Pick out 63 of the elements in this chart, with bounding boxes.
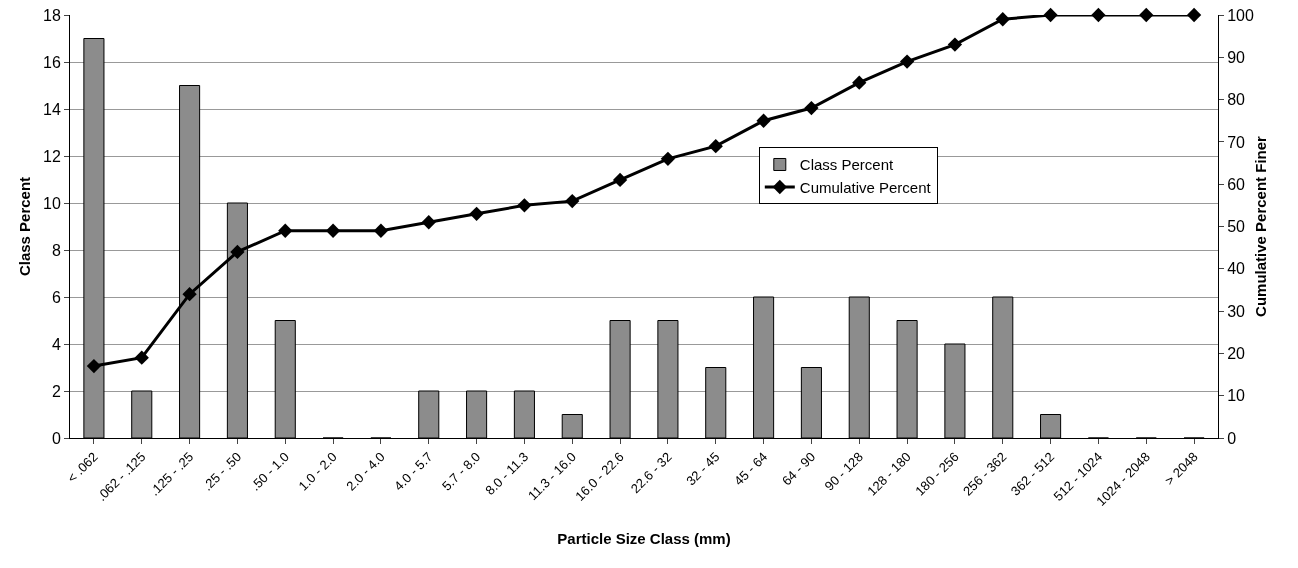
legend-label: Class Percent (799, 156, 894, 174)
point (756, 113, 771, 128)
point (947, 37, 963, 52)
point (565, 193, 580, 209)
y2-tick-label: 70 (1227, 133, 1246, 151)
y2-tick-label: 30 (1227, 302, 1246, 320)
point (660, 151, 676, 166)
x-tick-label: .25 - .50 (199, 449, 245, 494)
point (899, 54, 915, 69)
point (612, 172, 628, 188)
y-tick-label: 10 (43, 194, 61, 212)
point (1043, 7, 1058, 23)
point (325, 223, 341, 238)
y-tick-label: 4 (51, 335, 61, 353)
point (278, 223, 293, 238)
x-tick-label: 4.0 - 5.7 (391, 449, 436, 494)
point (708, 138, 723, 154)
y-tick-label: 8 (51, 241, 61, 259)
y2-tick-label: 50 (1227, 218, 1246, 236)
y2-tick-label: 80 (1227, 91, 1246, 109)
y2-tick-label: 20 (1227, 345, 1246, 362)
point (469, 206, 484, 221)
y-tick-label: 0 (51, 429, 61, 447)
x-axis-title: Particle Size Class (mm) (557, 529, 731, 547)
y2-tick-label: 100 (1227, 6, 1254, 24)
x-tick-label: 5.7 - 8.0 (438, 449, 484, 494)
y-tick-label: 14 (43, 100, 61, 118)
legend-label: Cumulative Percent (799, 178, 932, 196)
x-tick-label: 2.0 - 4.0 (343, 449, 388, 494)
y2-tick-label: 10 (1227, 387, 1246, 405)
x-tick-label: 128 - 180 (864, 449, 914, 499)
point (804, 100, 819, 116)
x-tick-label: 256 - 362 (960, 449, 1010, 499)
point (86, 358, 102, 374)
y-tick-label: 18 (43, 6, 61, 24)
y2-tick-label: 90 (1227, 48, 1246, 66)
point (517, 198, 532, 213)
y-tick-label: 16 (43, 53, 61, 71)
y2-tick-label: 60 (1227, 175, 1246, 193)
y2-tick-label: 40 (1227, 260, 1246, 278)
y2-axis-title: Cumulative Percent Finer (1251, 135, 1269, 317)
point (182, 287, 197, 302)
x-tick-label: 64 - 90 (778, 449, 819, 489)
point (1091, 7, 1106, 23)
x-tick-label: .50 - 1.0 (247, 449, 292, 494)
point (852, 75, 867, 90)
x-tick-label: 90 - 128 (821, 449, 866, 494)
y2-tick-label: 0 (1227, 429, 1237, 447)
x-tick-label: 180 - 256 (912, 449, 962, 499)
point (134, 350, 149, 365)
x-tick-label: 32 - 45 (683, 449, 723, 489)
point (1139, 7, 1154, 23)
x-tick-label: 1.0 - 2.0 (295, 449, 340, 494)
point (373, 223, 389, 238)
y-axis-title: Class Percent (16, 176, 33, 277)
point (1186, 7, 1202, 23)
point (421, 215, 436, 230)
x-tick-label: 45 - 64 (731, 449, 771, 489)
y-tick-label: 2 (51, 382, 61, 400)
point (230, 244, 245, 260)
y-tick-label: 6 (51, 288, 61, 306)
y-tick-label: 12 (43, 147, 61, 165)
point (995, 12, 1010, 27)
